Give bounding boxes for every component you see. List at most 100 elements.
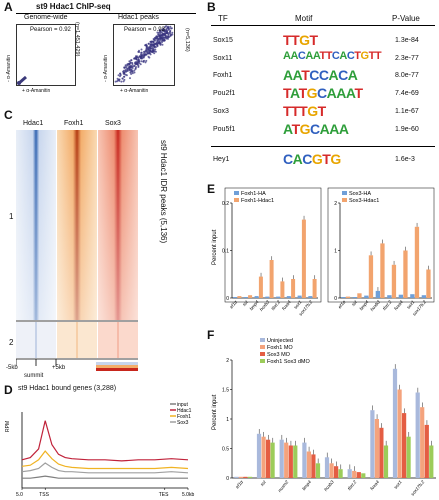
bar-foxh1-mo [374, 419, 379, 478]
panel-f-legend-label: Foxh1 Sox3 dMO [267, 359, 311, 365]
motif-logo: TTGT [283, 32, 318, 48]
profile-xtick: 5.0 [16, 492, 23, 498]
heatmap-tick-plus5kb: +5kb [52, 365, 66, 371]
bar-ytick: 2 [226, 358, 229, 364]
panel-a-title: st9 Hdac1 ChIP-seq [36, 2, 111, 11]
bar-sox3-mo [402, 413, 407, 478]
bar-category-label: ef1α [235, 479, 245, 489]
bar-foxh1-sox3-dmo [270, 442, 275, 478]
bar-sox3-ha [398, 294, 403, 298]
bar-sox3-mo [311, 454, 316, 478]
bar-category-label: bmp4 [249, 299, 260, 311]
profile-line-sox3 [21, 462, 189, 474]
bar-foxh1-sox3-dmo [361, 473, 366, 478]
hdac1-peak-count: (n=5,136) [184, 28, 190, 52]
bar-category-label: ef1α [229, 299, 239, 309]
bar-sox3-hdac1 [345, 296, 351, 298]
bar-foxh1-hdac1 [269, 260, 274, 298]
heatmap-tick-summit: summit [24, 373, 44, 379]
table-header-pvalue: P-Value [392, 14, 420, 23]
bar-category-label: nusm2 [277, 479, 290, 493]
motif-row-pvalue: 8.0e-77 [395, 72, 419, 79]
bar-sox3-ha [410, 294, 415, 298]
heatmap-side-label: st9 Hdac1 IDR peaks (5,136) [159, 140, 168, 244]
bar-sox3-hdac1 [403, 250, 408, 298]
motif-row-tf: Sox11 [213, 55, 233, 62]
table-header-motif: Motif [295, 14, 313, 23]
bar-ytick: 0 [226, 296, 229, 302]
bar-foxh1-ha [276, 296, 281, 298]
panel-f-legend-swatch [260, 345, 265, 349]
bar-sox3-mo [334, 466, 339, 478]
panel-a-left-ylabel: - α-Amanitin [6, 54, 12, 82]
bar-uninjected [347, 469, 352, 478]
panel-a-right-ylabel: - α-Amanitin [103, 54, 109, 82]
bar-sox3-mo [243, 476, 248, 478]
bar-category-label: sst [259, 479, 267, 487]
bar-category-label: tbxt.2 [347, 479, 358, 491]
bar-foxh1-ha [254, 296, 259, 298]
bar-uninjected [302, 442, 307, 478]
panel-e-right-legend-swatch [342, 198, 347, 202]
bar-sox3-ha [375, 290, 380, 298]
bar-sox3-hdac1 [380, 243, 385, 298]
bar-sox3-mo [288, 445, 293, 478]
motif-logo: TTTGT [283, 103, 326, 119]
motif-logo: ATGCAAA [283, 121, 349, 137]
bar-foxh1-mo [420, 407, 425, 478]
bar-foxh1-sox3-dmo [293, 445, 298, 478]
panel-e-label: E [207, 182, 216, 196]
table-header-rule [211, 25, 435, 26]
scatter-hdac1-peaks [113, 24, 175, 86]
bar-foxh1-sox3-dmo [383, 445, 389, 478]
bar-foxh1-hdac1 [301, 219, 306, 298]
panel-d-title: st9 Hdac1 bound genes (3,288) [18, 385, 117, 392]
bar-category-label: foxa4 [281, 299, 292, 311]
bar-foxh1-mo [284, 442, 289, 478]
panel-e-right-legend-label: Sox3-HA [349, 191, 371, 197]
motif-row-pvalue: 1.6e-3 [395, 156, 415, 163]
panel-c-label: C [4, 108, 13, 122]
panel-f-legend-label: Uninjected [267, 338, 293, 344]
bar-sox3-hdac1 [368, 255, 374, 299]
bar-foxh1-ha [243, 297, 248, 298]
panel-f-legend-swatch [260, 352, 265, 356]
bar-foxh1-ha [286, 296, 291, 298]
panel-e-left-legend-swatch [234, 191, 239, 195]
heatmap [16, 130, 138, 371]
bar-category-label: sst [241, 299, 249, 307]
bar-category-label: sox1 [393, 479, 403, 490]
heatmap-col-foxh1: Foxh1 [64, 120, 84, 127]
table-mid-rule [211, 146, 435, 147]
motif-row-pvalue: 2.3e-77 [395, 55, 419, 62]
heatmap-tick-minus5kb: -5kb [6, 365, 18, 371]
bar-foxh1-hdac1 [291, 279, 296, 298]
bar-foxh1-hdac1 [312, 279, 317, 298]
bar-category-label: bmp4 [301, 479, 312, 491]
panel-f-ylabel: Percent input [212, 394, 218, 430]
bar-category-label: foxa4 [369, 479, 380, 491]
bar-uninjected [415, 392, 420, 478]
profile-line-foxh1 [21, 450, 189, 470]
bar-uninjected [256, 433, 262, 479]
panel-e-left-legend-label: Foxh1-HA [241, 191, 266, 197]
bar-ytick: 0.1 [222, 249, 229, 255]
panel-a-right-title: Hdac1 peaks [118, 14, 159, 21]
bar-category-label: hoxb3 [369, 299, 381, 312]
motif-row-tf: Sox15 [213, 37, 233, 44]
panel-a-left-title: Genome-wide [24, 14, 68, 21]
profile-legend-label: input [177, 402, 188, 408]
bar-uninjected [324, 457, 330, 478]
bar-ytick: 1 [334, 249, 337, 255]
bar-category-label: bmp4 [358, 299, 369, 311]
motif-logo: AATCCACA [283, 67, 358, 83]
bar-category-label: sox1 [293, 299, 303, 310]
bar-ytick: 1.5 [222, 388, 229, 394]
bar-foxh1-sox3-dmo [315, 463, 321, 479]
bar-foxh1-mo [306, 451, 311, 478]
bar-category-label: tbxt.2 [270, 299, 281, 311]
bar-foxh1-sox3-dmo [247, 476, 253, 478]
bar-sox3-mo [424, 424, 429, 478]
